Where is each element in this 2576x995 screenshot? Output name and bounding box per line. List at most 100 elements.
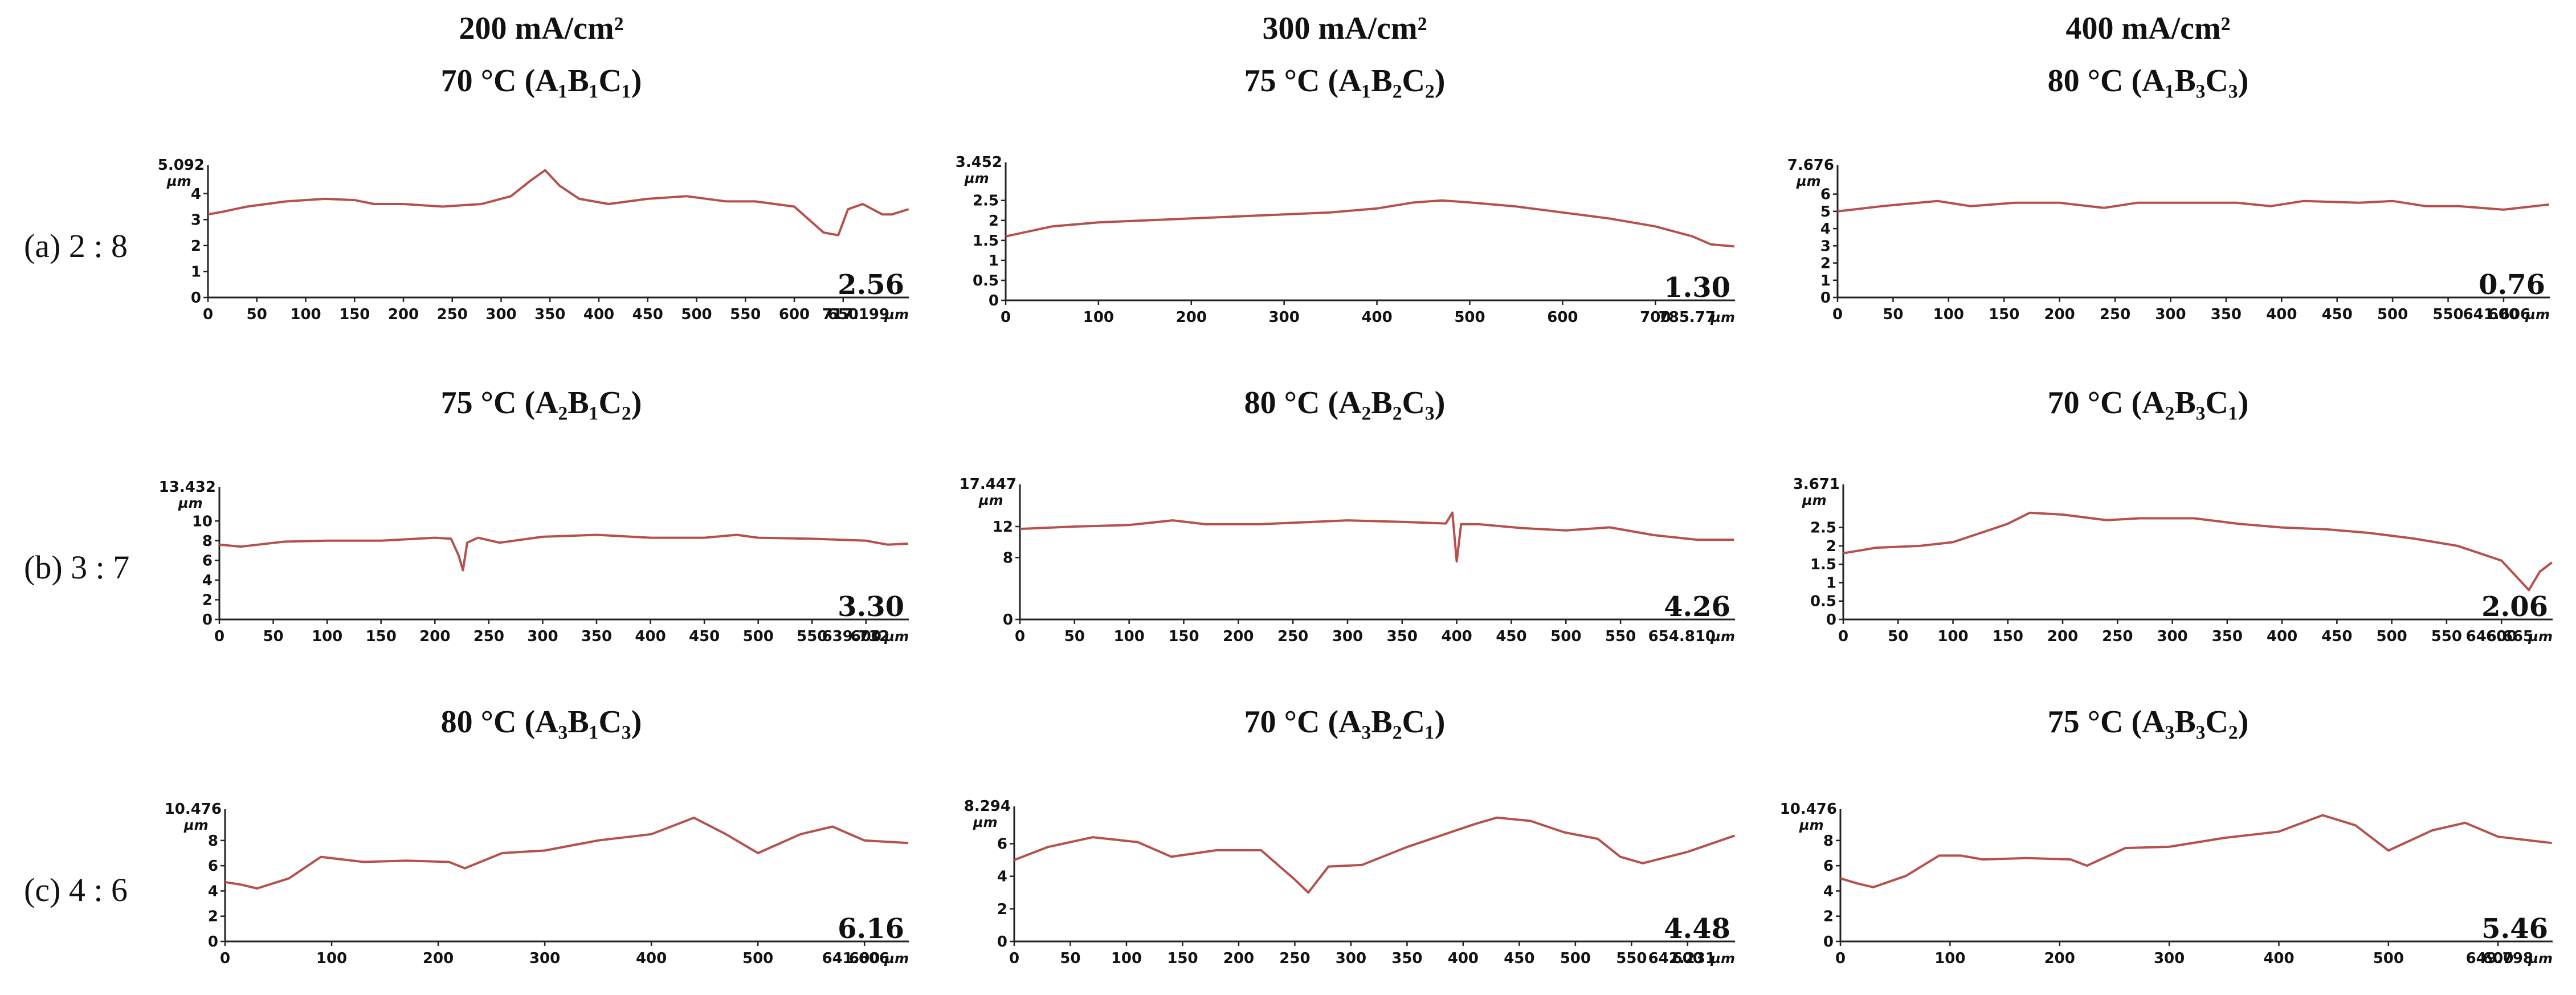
xtick-label-a2-1: 100 bbox=[1083, 309, 1114, 326]
ytick-label-c1-4: 8 bbox=[208, 833, 218, 850]
ymax-label-c1: 10.476 bbox=[165, 801, 222, 818]
xtick-label-b1-9: 450 bbox=[689, 628, 720, 645]
roughness-value-b3: 2.06 bbox=[2481, 591, 2548, 623]
xmax-label-a3: 641.606 bbox=[2463, 306, 2530, 323]
xtick-label-b1-11: 550 bbox=[797, 628, 827, 645]
profile-line-c1 bbox=[224, 817, 909, 890]
xtick-label-a1-12: 600 bbox=[779, 306, 810, 323]
ytick-label-a2-5: 2.5 bbox=[973, 193, 999, 210]
ytick-label-c2-1: 2 bbox=[997, 901, 1007, 918]
roughness-value-c2: 4.48 bbox=[1664, 913, 1730, 945]
xtick-label-a2-6: 600 bbox=[1547, 309, 1578, 326]
xtick-label-a1-1: 50 bbox=[247, 306, 267, 323]
xtick-label-a1-0: 0 bbox=[203, 306, 213, 323]
axes-b1 bbox=[218, 487, 909, 621]
ytick-label-a1-0: 0 bbox=[191, 289, 201, 307]
ytick-label-a1-1: 1 bbox=[191, 263, 201, 280]
xtick-label-b1-6: 300 bbox=[527, 628, 558, 645]
xtick-label-c2-4: 200 bbox=[1223, 950, 1254, 967]
xmax-label-c3: 649.798 bbox=[2466, 950, 2533, 967]
roughness-value-c1: 6.16 bbox=[838, 913, 904, 945]
ymax-label-c3: 10.476 bbox=[1780, 801, 1837, 818]
ytick-label-b1-0: 0 bbox=[202, 611, 213, 629]
y-unit-c2: µm bbox=[973, 814, 998, 830]
x-unit-c1: µm bbox=[884, 951, 909, 967]
xtick-label-a3-9: 450 bbox=[2322, 306, 2353, 323]
xtick-label-a3-11: 550 bbox=[2432, 306, 2463, 323]
axes-c2 bbox=[1013, 806, 1735, 943]
ytick-label-a2-0: 0 bbox=[989, 292, 999, 309]
y-unit-c3: µm bbox=[1799, 817, 1824, 833]
xtick-label-b3-8: 400 bbox=[2267, 628, 2297, 645]
xmax-label-c2: 642.231 bbox=[1648, 950, 1716, 967]
xmax-label-c1: 641.606 bbox=[822, 950, 889, 967]
ytick-label-a1-4: 4 bbox=[191, 186, 201, 203]
ymax-label-a3: 7.676 bbox=[1787, 157, 1834, 174]
x-unit-a1: µm bbox=[884, 307, 909, 323]
xtick-label-b2-7: 350 bbox=[1387, 628, 1418, 645]
roughness-value-b1: 3.30 bbox=[838, 591, 904, 623]
ytick-label-b1-5: 10 bbox=[192, 513, 213, 530]
xtick-label-a2-7: 700 bbox=[1640, 309, 1671, 326]
xtick-label-a1-4: 200 bbox=[388, 306, 419, 323]
xtick-label-c1-3: 300 bbox=[529, 950, 560, 967]
xtick-label-b2-5: 250 bbox=[1277, 628, 1308, 645]
axes-c1 bbox=[224, 809, 909, 943]
xtick-label-b2-8: 400 bbox=[1441, 628, 1472, 645]
y-unit-a2: µm bbox=[964, 170, 989, 186]
ytick-label-c1-2: 4 bbox=[208, 883, 218, 900]
xtick-label-b2-3: 150 bbox=[1168, 628, 1199, 645]
ytick-label-c1-3: 6 bbox=[208, 858, 218, 875]
x-unit-b1: µm bbox=[884, 629, 909, 645]
roughness-value-a3: 0.76 bbox=[2479, 269, 2545, 301]
xtick-label-c3-1: 100 bbox=[1934, 950, 1965, 967]
ytick-label-a2-1: 0.5 bbox=[973, 272, 999, 289]
xtick-label-c3-6: 600 bbox=[2483, 950, 2513, 967]
xtick-label-b3-11: 550 bbox=[2431, 628, 2462, 645]
roughness-value-a1: 2.56 bbox=[838, 269, 904, 301]
xtick-label-b3-12: 600 bbox=[2486, 628, 2517, 645]
profile-line-a1 bbox=[207, 169, 909, 236]
xtick-label-c1-5: 500 bbox=[742, 950, 773, 967]
roughness-value-c3: 5.46 bbox=[2481, 913, 2548, 945]
xtick-label-b3-10: 500 bbox=[2376, 628, 2407, 645]
xtick-label-b1-0: 0 bbox=[214, 628, 224, 645]
xtick-label-b3-2: 100 bbox=[1937, 628, 1968, 645]
ytick-label-c3-2: 4 bbox=[1823, 883, 1834, 900]
col1-condition-label: 70 °C (A₁B₁C₁) bbox=[440, 63, 642, 99]
xtick-label-a3-12: 600 bbox=[2488, 306, 2519, 323]
xtick-label-a3-0: 0 bbox=[1832, 306, 1843, 323]
profile-line-b2 bbox=[1019, 511, 1734, 563]
profile-line-a3 bbox=[1837, 199, 2550, 213]
xtick-label-c2-3: 150 bbox=[1167, 950, 1198, 967]
xtick-label-c1-4: 400 bbox=[636, 950, 667, 967]
xtick-label-b2-6: 300 bbox=[1332, 628, 1363, 645]
ymax-label-a1: 5.092 bbox=[158, 157, 205, 174]
profile-line-a2 bbox=[1005, 199, 1734, 248]
ytick-label-c2-2: 4 bbox=[997, 868, 1007, 886]
xtick-label-b3-5: 250 bbox=[2102, 628, 2133, 645]
roughness-value-a2: 1.30 bbox=[1664, 272, 1730, 304]
ytick-label-b1-4: 8 bbox=[202, 533, 213, 550]
xmax-label-b2: 654.810 bbox=[1648, 628, 1716, 645]
y-unit-b1: µm bbox=[178, 495, 203, 511]
ytick-label-b2-1: 8 bbox=[1003, 549, 1013, 566]
ytick-label-a3-4: 4 bbox=[1820, 221, 1831, 238]
ytick-label-a2-3: 1.5 bbox=[973, 233, 999, 250]
xtick-label-a3-1: 50 bbox=[1883, 306, 1903, 323]
xtick-label-c2-2: 100 bbox=[1111, 950, 1142, 967]
ytick-label-b3-5: 2.5 bbox=[1810, 520, 1836, 537]
xtick-label-a3-10: 500 bbox=[2377, 306, 2408, 323]
xtick-label-b1-7: 350 bbox=[581, 628, 612, 645]
xtick-label-b1-1: 50 bbox=[263, 628, 283, 645]
ytick-label-b3-3: 1.5 bbox=[1810, 556, 1836, 573]
xmax-label-b3: 646.665 bbox=[2466, 628, 2533, 645]
xmax-label-b1: 639.732 bbox=[822, 628, 889, 645]
xtick-label-c3-2: 200 bbox=[2044, 950, 2075, 967]
xtick-label-b1-2: 100 bbox=[312, 628, 342, 645]
xtick-label-a1-9: 450 bbox=[632, 306, 663, 323]
row-c-col3-condition: 75 °C (A₃B₃C₂) bbox=[2047, 704, 2249, 740]
xtick-label-c2-12: 600 bbox=[1672, 950, 1703, 967]
